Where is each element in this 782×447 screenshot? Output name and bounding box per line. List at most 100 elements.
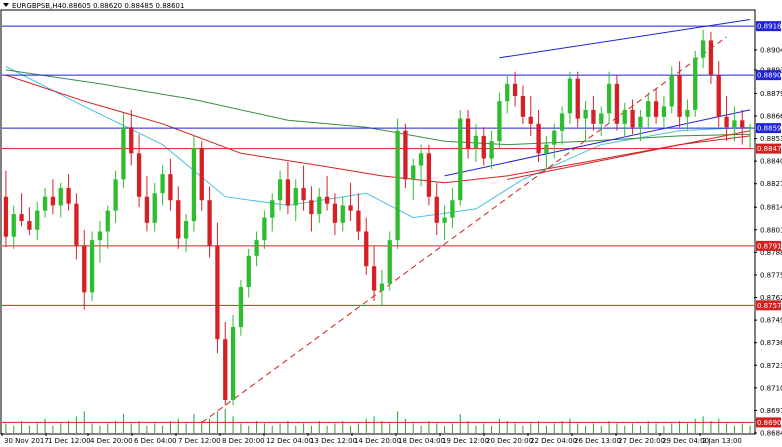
candle-body <box>646 101 651 117</box>
y-tick-label: 0.87750 <box>760 271 782 279</box>
candle-body <box>11 214 16 237</box>
candle-body <box>121 127 126 180</box>
candle-body <box>732 120 737 128</box>
candle-body <box>465 118 471 149</box>
candle-body <box>74 203 79 246</box>
x-tick-label: 7 Dec 12:00 <box>178 437 221 445</box>
candle-body <box>230 327 236 400</box>
candle-body <box>599 113 604 124</box>
y-tick-label: 0.86970 <box>760 407 782 415</box>
x-tick-label: 1 Dec 12:00 <box>48 437 91 445</box>
candle-body <box>191 148 197 222</box>
dropdown-triangle-icon[interactable] <box>3 3 9 7</box>
candle-body <box>638 116 643 128</box>
candle-body <box>685 109 690 117</box>
candle-body <box>653 101 659 117</box>
candle-body <box>293 188 298 206</box>
candle-body <box>379 283 385 291</box>
x-tick-label: 27 Dec 20:00 <box>618 437 665 445</box>
horizontal-levels[interactable] <box>2 25 754 423</box>
x-tick-label: 12 Dec 04:00 <box>266 437 313 445</box>
candle-body <box>630 109 635 128</box>
level-tag-label: 0.89182 <box>757 23 782 31</box>
candle-body <box>489 141 494 159</box>
candle-body <box>35 210 40 230</box>
ohlc-readout: 0.88605 0.88620 0.88485 0.88601 <box>62 2 184 10</box>
candle-body <box>317 196 322 215</box>
symbol-label: EURGBPSB,H4 <box>12 2 63 10</box>
candle-body <box>113 179 118 211</box>
candle-body <box>285 179 291 206</box>
candle-body <box>309 200 314 215</box>
trendline[interactable] <box>507 130 751 180</box>
candle-body <box>575 78 580 119</box>
level-tag-label: 0.86901 <box>757 419 782 427</box>
y-tick-label: 0.88140 <box>760 204 782 212</box>
candle-body <box>442 217 447 223</box>
x-tick-label: 19 Dec 12:00 <box>442 437 489 445</box>
y-tick-label: 0.87880 <box>760 249 782 257</box>
level-tag <box>756 240 781 251</box>
candle-body <box>669 75 674 107</box>
candle-body <box>567 78 573 114</box>
y-tick-label: 0.87490 <box>760 317 782 325</box>
candle-body <box>481 135 486 159</box>
candle-body <box>340 205 345 223</box>
candle-body <box>19 214 24 222</box>
candle-body <box>348 205 353 211</box>
x-tick-label: 14 Dec 20:00 <box>354 437 401 445</box>
candle-body <box>450 200 455 218</box>
candle-body <box>693 57 698 110</box>
candle-body <box>614 83 620 124</box>
candle-body <box>332 203 338 223</box>
candle-body <box>324 196 330 204</box>
level-tag <box>756 123 781 134</box>
x-tick-label: 6 Dec 04:00 <box>134 437 177 445</box>
level-tag-label: 0.87917 <box>757 242 782 250</box>
candle-body <box>58 188 63 206</box>
trendline[interactable] <box>499 19 751 59</box>
candle-body <box>183 221 189 239</box>
candle-body <box>747 127 753 129</box>
y-tick-label: 0.86840 <box>760 430 782 438</box>
candle-body <box>3 196 9 237</box>
trendline[interactable] <box>444 109 751 177</box>
candle-body <box>473 135 479 149</box>
candle-body <box>395 130 400 241</box>
y-tick-label: 0.87620 <box>760 294 782 302</box>
candle-body <box>403 130 408 180</box>
x-tick-label: 18 Dec 04:00 <box>398 437 445 445</box>
candle-body <box>512 83 518 96</box>
level-tag <box>756 300 781 311</box>
candle-body <box>411 165 416 180</box>
candle-body <box>215 245 220 340</box>
y-tick-label: 0.88010 <box>760 226 782 234</box>
candle-body <box>371 266 377 291</box>
candle-body <box>520 95 526 117</box>
plot-frame <box>0 9 756 435</box>
candle-body <box>724 116 729 128</box>
candle-body <box>207 200 212 246</box>
candle-body <box>223 339 228 400</box>
volume-bars <box>5 409 751 433</box>
y-tick-label: 0.88665 <box>760 112 782 120</box>
trendline[interactable] <box>201 36 727 423</box>
candle-body <box>434 196 439 223</box>
candle-body <box>356 210 361 232</box>
candle-body <box>238 287 244 328</box>
y-tick-label: 0.88405 <box>760 158 782 166</box>
y-tick-label: 0.87360 <box>760 339 782 347</box>
candle-body <box>528 116 533 124</box>
candle-body <box>176 200 181 239</box>
candle-body <box>544 144 549 154</box>
candle-body <box>105 210 110 232</box>
candle-body <box>661 106 667 117</box>
candle-body <box>426 153 432 197</box>
x-tick-label: 30 Nov 2017 <box>4 437 49 445</box>
candle-body <box>677 75 682 117</box>
x-tick-label: 26 Dec 13:00 <box>574 437 621 445</box>
trendlines[interactable] <box>201 19 751 423</box>
